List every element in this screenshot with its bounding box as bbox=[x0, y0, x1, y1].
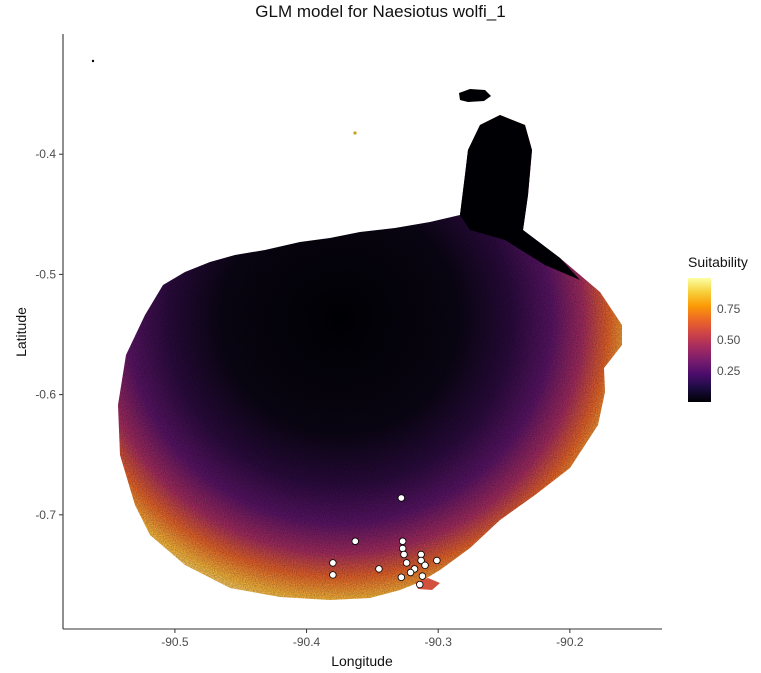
occurrence-point bbox=[406, 568, 415, 577]
legend-tick-label: 0.50 bbox=[717, 333, 741, 347]
x-tick-label: -90.3 bbox=[425, 635, 453, 649]
y-axis-title: Latitude bbox=[13, 307, 29, 357]
y-tick-label: -0.6 bbox=[35, 388, 56, 402]
legend-tick-label: 0.75 bbox=[717, 302, 741, 316]
occurrence-point bbox=[329, 571, 337, 579]
islet-north bbox=[459, 89, 491, 102]
occurrence-point bbox=[433, 556, 441, 565]
x-axis-title: Longitude bbox=[331, 653, 393, 669]
islet-speck bbox=[353, 131, 357, 135]
x-tick-label: -90.4 bbox=[293, 635, 321, 649]
occurrence-points bbox=[329, 494, 441, 589]
occurrence-point bbox=[329, 559, 337, 567]
occurrence-point bbox=[351, 537, 359, 545]
occurrence-point bbox=[375, 565, 383, 573]
x-tick-label: -90.2 bbox=[556, 635, 584, 649]
occurrence-point bbox=[416, 580, 424, 589]
legend-tick-label: 0.25 bbox=[717, 364, 741, 378]
occurrence-point bbox=[398, 537, 407, 545]
occurrence-point bbox=[398, 544, 407, 553]
occurrence-point bbox=[421, 561, 429, 569]
legend: Suitability 0.75 0.50 0.25 bbox=[688, 254, 758, 402]
legend-title: Suitability bbox=[688, 254, 748, 270]
legend-colorbar bbox=[688, 278, 711, 402]
occurrence-point bbox=[397, 573, 406, 582]
occurrence-point bbox=[418, 572, 427, 580]
suitability-raster bbox=[91, 59, 622, 600]
x-tick-label: -90.5 bbox=[161, 635, 189, 649]
y-tick-label: -0.5 bbox=[35, 267, 56, 281]
occurrence-point bbox=[402, 559, 411, 567]
raster-texture bbox=[118, 115, 622, 600]
occurrence-point bbox=[400, 550, 408, 559]
occurrence-point bbox=[417, 550, 425, 559]
occurrence-point bbox=[397, 494, 406, 502]
y-ticks: -0.4 -0.5 -0.6 -0.7 bbox=[35, 147, 63, 522]
y-tick-label: -0.4 bbox=[35, 147, 56, 161]
islet-speck bbox=[91, 59, 95, 63]
plot-title: GLM model for Naesiotus wolfi_1 bbox=[255, 2, 506, 21]
northern-lobe bbox=[460, 115, 580, 280]
x-ticks: -90.5 -90.4 -90.3 -90.2 bbox=[161, 629, 584, 649]
axes: -90.5 -90.4 -90.3 -90.2 -0.4 -0.5 -0.6 -0.7 Lo… bbox=[13, 34, 662, 669]
occurrence-point bbox=[417, 556, 425, 565]
y-tick-label: -0.7 bbox=[35, 508, 56, 522]
